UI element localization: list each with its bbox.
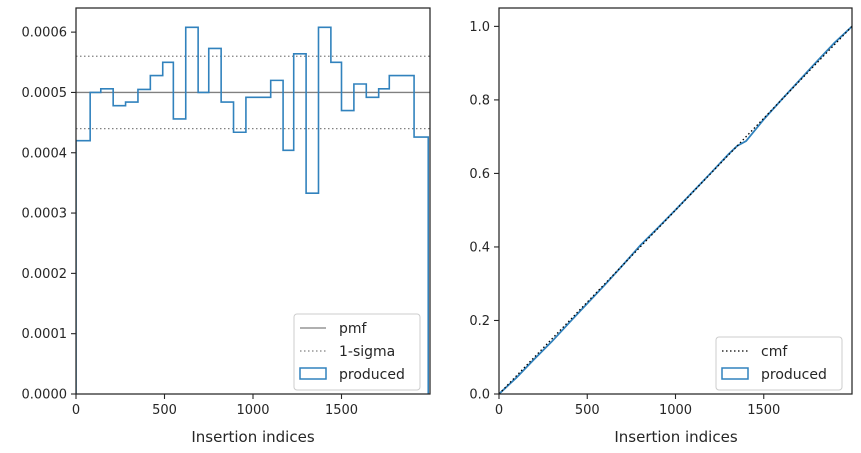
legend-pmf-label: pmf — [339, 321, 368, 337]
x-tick-label: 0 — [72, 403, 80, 418]
legend-sigma-label: 1-sigma — [339, 344, 395, 360]
x-tick-label: 1500 — [747, 403, 780, 418]
histogram-legend: pmf 1-sigma produced — [293, 313, 421, 391]
y-tick-label: 0.0002 — [22, 267, 68, 282]
histogram-xlabel: Insertion indices — [191, 428, 314, 446]
legend-produced-swatch — [299, 367, 327, 380]
y-tick-label: 0.8 — [469, 93, 490, 108]
cumulative-marks — [499, 25, 852, 394]
y-tick-label: 0.4 — [469, 240, 490, 255]
x-tick-label: 500 — [575, 403, 600, 418]
y-tick-label: 1.0 — [469, 20, 490, 35]
legend-produced-label: produced — [761, 367, 827, 383]
y-tick-label: 0.0005 — [22, 86, 68, 101]
histogram-marks — [76, 26, 430, 394]
histogram-panel: 0 500 1000 1500 0.0000 0.0001 0.0002 0.0003 0.00… — [22, 7, 431, 446]
y-tick-label: 0.0001 — [22, 327, 68, 342]
x-tick-label: 500 — [152, 403, 177, 418]
cumulative-panel: 0 500 1000 1500 0.0 0.2 0.4 0.6 0.8 1.0 Insertion… — [469, 7, 853, 446]
y-tick-label: 0.0 — [469, 388, 490, 403]
cmf-line — [499, 25, 852, 394]
y-tick-label: 0.0006 — [22, 26, 68, 41]
y-tick-label: 0.2 — [469, 314, 490, 329]
x-tick-label: 1000 — [659, 403, 692, 418]
y-tick-label: 0.6 — [469, 167, 490, 182]
legend-cmf-label: cmf — [761, 344, 788, 360]
cumulative-axes: 0 500 1000 1500 0.0 0.2 0.4 0.6 0.8 1.0 — [469, 7, 853, 418]
cumulative-xlabel: Insertion indices — [614, 428, 737, 446]
x-tick-label: 0 — [495, 403, 503, 418]
legend-produced-label: produced — [339, 367, 405, 383]
y-tick-label: 0.0000 — [22, 388, 68, 403]
produced-histogram — [76, 26, 430, 394]
legend-produced-swatch — [721, 367, 749, 380]
x-tick-label: 1500 — [325, 403, 358, 418]
x-tick-label: 1000 — [236, 403, 269, 418]
cumulative-legend: cmf produced — [715, 336, 843, 391]
histogram-axes: 0 500 1000 1500 0.0000 0.0001 0.0002 0.0003 0.00… — [22, 7, 431, 418]
y-tick-label: 0.0004 — [22, 146, 68, 161]
y-tick-label: 0.0003 — [22, 207, 68, 222]
